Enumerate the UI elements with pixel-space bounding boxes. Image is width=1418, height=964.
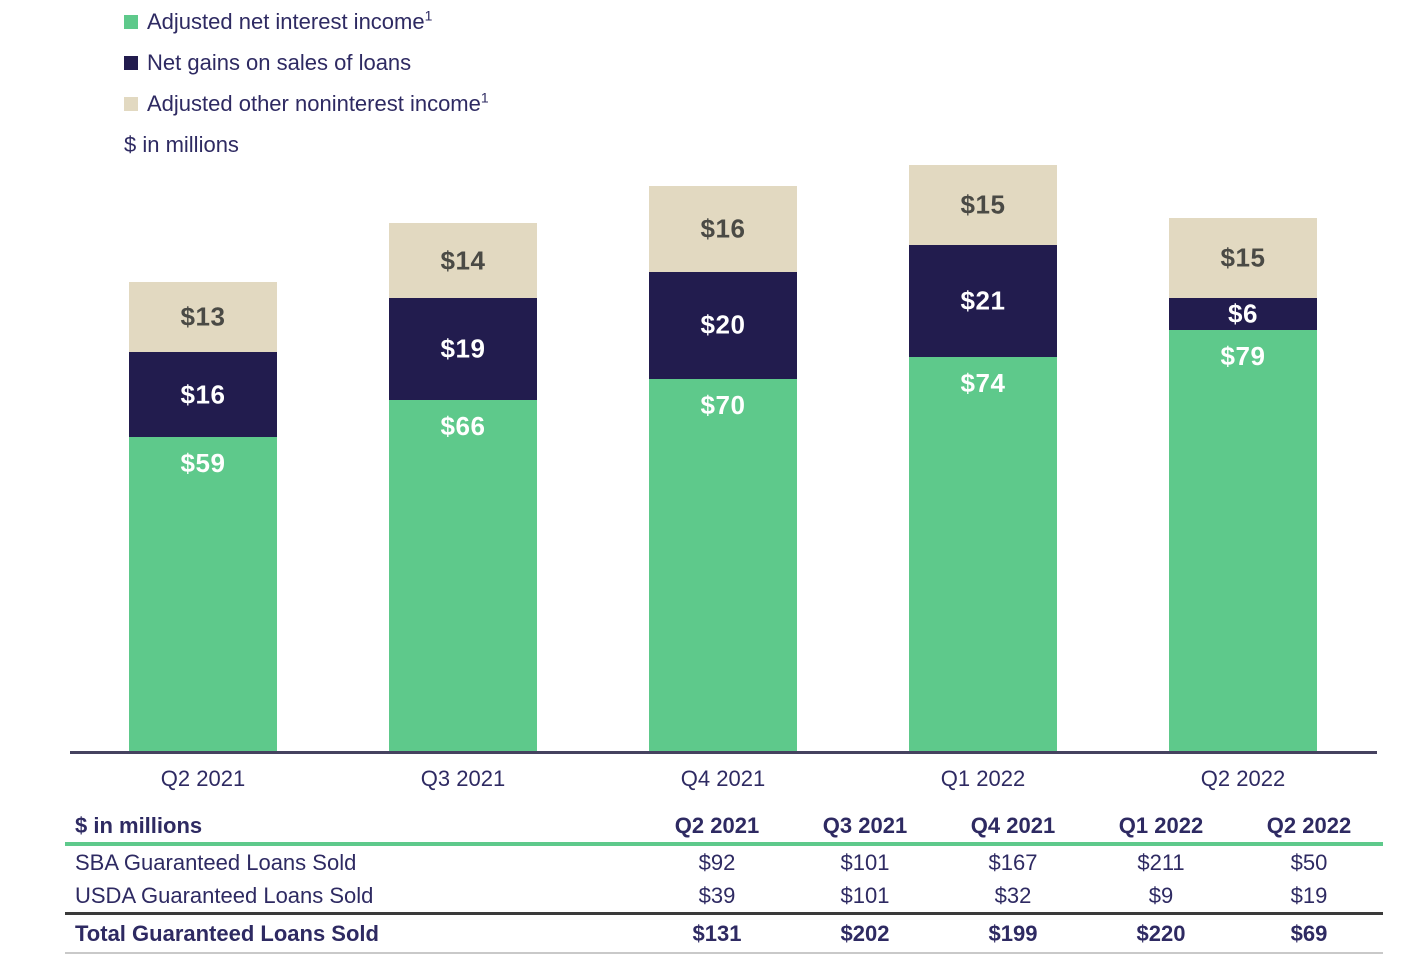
bar-value-label: $14 [440,245,486,276]
bar-segment-adjusted-net-interest-income-q2-2022: $79 [1169,330,1317,753]
bar-segment-adjusted-net-interest-income-q4-2021: $70 [649,378,797,753]
bar-segment-net-gains-on-sales-of-loans-q4-2021: $20 [649,271,797,379]
bar-segment-adjusted-other-noninterest-income-q3-2021: $14 [389,223,537,299]
bar-segment-net-gains-on-sales-of-loans-q3-2021: $19 [389,298,537,400]
x-axis-label-q2-2022: Q2 2022 [1200,766,1286,791]
bar-q1-2022: $15 $21 $74 [909,164,1057,753]
table-cell-value: $199 [988,920,1038,946]
table-cell-value: $9 [1148,882,1174,908]
legend-label: Adjusted other noninterest income1 [147,89,489,116]
table-cell-value: $32 [994,882,1032,908]
x-axis-label-q1-2022: Q1 2022 [940,766,1026,791]
table-cell-value: $220 [1136,920,1186,946]
table-column-header-q2-2022: Q2 2022 [1266,812,1352,838]
table-row-label: Total Guaranteed Loans Sold [75,920,379,946]
bar-value-label: $74 [960,368,1006,399]
bar-value-label: $19 [440,333,486,364]
bar-q2-2021: $13 $16 $59 [129,282,277,753]
legend-label: Net gains on sales of loans [147,50,412,75]
bar-segment-adjusted-other-noninterest-income-q2-2022: $15 [1169,218,1317,299]
table-row-sba-guaranteed-loans-sold: SBA Guaranteed Loans Sold $92 $101 $167 $211… [65,846,1383,879]
legend-swatch-beige-icon [124,97,138,111]
legend-item-net-gains-sales-loans: Net gains on sales of loans [124,51,489,75]
table-row-label: SBA Guaranteed Loans Sold [75,849,357,875]
bar-value-label: $16 [700,213,746,244]
bar-q2-2022: $15 $6 $79 [1169,218,1317,753]
footnote-superscript: 1 [424,7,433,24]
bar-segment-net-gains-on-sales-of-loans-q2-2022: $6 [1169,298,1317,331]
table-column-header-q2-2021: Q2 2021 [674,812,760,838]
table-cell-value: $101 [840,849,890,875]
footnote-superscript: 1 [480,89,489,106]
table-cell-value: $202 [840,920,890,946]
table-column-header-q4-2021: Q4 2021 [970,812,1056,838]
table-cell-value: $39 [698,882,736,908]
table-cell-value: $92 [698,849,736,875]
loans-sold-table: $ in millions Q2 2021 Q3 2021 Q4 2021 Q1 202… [65,809,1383,954]
bar-segment-net-gains-on-sales-of-loans-q1-2022: $21 [909,244,1057,358]
bar-segment-adjusted-other-noninterest-income-q4-2021: $16 [649,185,797,272]
chart-legend: Adjusted net interest income1 Net gains … [124,7,489,157]
bar-segment-adjusted-other-noninterest-income-q1-2022: $15 [909,164,1057,245]
table-cell-value: $211 [1137,849,1185,875]
table-cell-value: $19 [1290,882,1328,908]
table-cell-value: $131 [692,920,742,946]
bar-value-label: $16 [180,379,226,410]
bar-q4-2021: $16 $20 $70 [649,185,797,753]
table-row-total-guaranteed-loans-sold: Total Guaranteed Loans Sold $131 $202 $199 $… [65,912,1383,954]
bar-segment-adjusted-net-interest-income-q3-2021: $66 [389,399,537,753]
bar-value-label: $13 [180,301,226,332]
bar-segment-adjusted-net-interest-income-q1-2022: $74 [909,357,1057,753]
bar-segment-net-gains-on-sales-of-loans-q2-2021: $16 [129,351,277,438]
table-column-header-q3-2021: Q3 2021 [822,812,908,838]
bar-value-label: $15 [1220,242,1266,273]
table-cell-value: $69 [1290,920,1328,946]
legend-swatch-navy-icon [124,56,138,70]
table-cell-value: $167 [988,849,1038,875]
legend-item-net-interest-income: Adjusted net interest income1 [124,7,489,34]
table-cell-value: $101 [840,882,890,908]
table-row-label: USDA Guaranteed Loans Sold [75,882,374,908]
bar-value-label: $21 [960,285,1006,316]
bar-value-label: $66 [440,410,486,441]
legend-swatch-green-icon [124,15,138,29]
table-cell-value: $50 [1290,849,1328,875]
bar-segment-adjusted-net-interest-income-q2-2021: $59 [129,437,277,753]
bar-value-label: $15 [960,189,1006,220]
bar-value-label: $59 [180,448,226,479]
table-units-header: $ in millions [75,812,203,838]
table-row-usda-guaranteed-loans-sold: USDA Guaranteed Loans Sold $39 $101 $32 $9 $1… [65,879,1383,912]
x-axis-label-q4-2021: Q4 2021 [680,766,766,791]
legend-label: Adjusted net interest income1 [147,7,433,34]
bar-value-label: $6 [1228,298,1258,329]
table-row-header: $ in millions Q2 2021 Q3 2021 Q4 2021 Q1 202… [65,809,1383,846]
chart-units-label: $ in millions [124,132,239,157]
table-column-header-q1-2022: Q1 2022 [1118,812,1204,838]
bar-segment-adjusted-other-noninterest-income-q2-2021: $13 [129,282,277,352]
x-axis-line [70,751,1377,754]
bar-q3-2021: $14 $19 $66 [389,223,537,753]
bar-value-label: $79 [1220,341,1266,372]
stacked-bar-chart: $13 $16 $59 $14 $19 $66 $16 $20 $70 $15 $21 $74 $15 $… [70,164,1377,791]
legend-item-other-noninterest-income: Adjusted other noninterest income1 [124,89,489,116]
bar-value-label: $20 [700,309,746,340]
x-axis-label-q2-2021: Q2 2021 [160,766,246,791]
x-axis-label-q3-2021: Q3 2021 [420,766,506,791]
bar-value-label: $70 [700,389,746,420]
